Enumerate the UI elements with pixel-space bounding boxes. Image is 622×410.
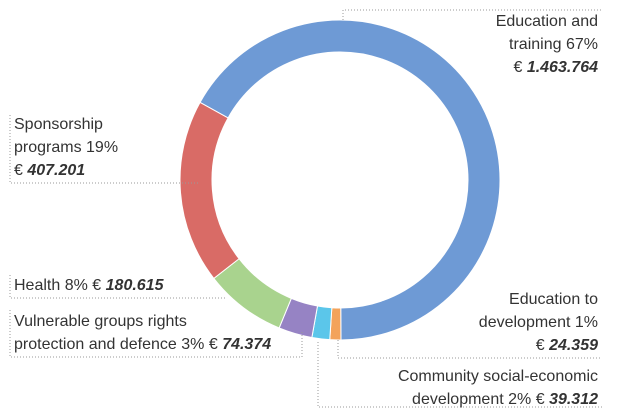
amount: 407.201	[27, 162, 86, 179]
amount: 1.463.764	[526, 59, 598, 76]
category: Vulnerable groups rights protection and …	[14, 313, 187, 353]
label: Sponsorship programs 19% € 407.201	[14, 113, 118, 182]
amount: 39.312	[549, 391, 598, 408]
label: Education to development 1% € 24.359	[479, 288, 598, 357]
label: Vulnerable groups rights protection and …	[14, 310, 271, 356]
percent: 2%	[508, 391, 532, 408]
leader-line	[317, 342, 602, 408]
amount: 180.615	[105, 277, 164, 294]
percent: 19%	[86, 139, 119, 156]
currency: €	[535, 391, 545, 408]
amount: 24.359	[549, 337, 598, 354]
label: Community social-economic development 2%…	[398, 365, 598, 410]
leader-line	[342, 9, 602, 20]
amount: 74.374	[222, 336, 272, 353]
donut-segment	[199, 19, 501, 341]
category: Community social-economic development	[397, 368, 598, 408]
currency: €	[535, 337, 545, 354]
percent: 1%	[574, 314, 598, 331]
percent: 67%	[565, 36, 598, 53]
percent: 3%	[181, 336, 205, 353]
donut	[179, 19, 501, 341]
currency: €	[208, 336, 218, 353]
label: Education and training 67% € 1.463.764	[496, 10, 598, 79]
category: Education and training	[495, 13, 598, 53]
percent: 8%	[64, 277, 88, 294]
leader-line	[9, 310, 303, 358]
category: Health	[14, 277, 61, 294]
leader-line	[337, 340, 602, 359]
label: Health 8% € 180.615	[14, 274, 163, 297]
donut-segment	[179, 101, 240, 280]
currency: €	[92, 277, 102, 294]
currency: €	[14, 162, 23, 179]
category: Sponsorship programs	[14, 116, 103, 156]
category: Education to development	[478, 291, 598, 331]
currency: €	[513, 59, 523, 76]
